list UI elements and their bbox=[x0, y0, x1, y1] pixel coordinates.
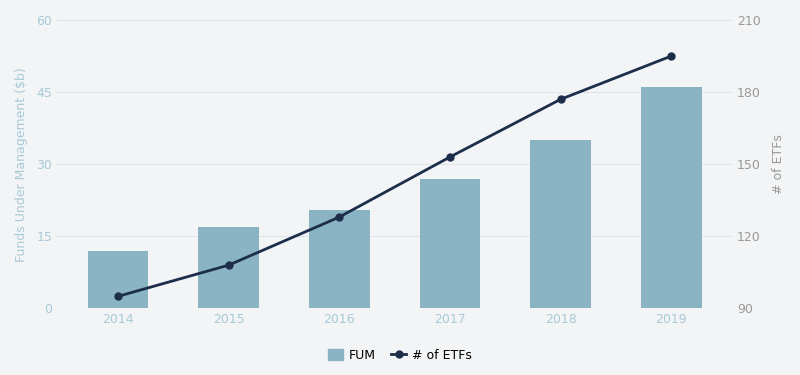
Legend: FUM, # of ETFs: FUM, # of ETFs bbox=[323, 344, 477, 367]
Y-axis label: # of ETFs: # of ETFs bbox=[772, 134, 785, 194]
Bar bbox=[309, 210, 370, 308]
Bar bbox=[419, 178, 480, 308]
Bar bbox=[87, 251, 148, 308]
Bar bbox=[641, 87, 702, 308]
Y-axis label: Funds Under Management ($b): Funds Under Management ($b) bbox=[15, 67, 28, 262]
Bar bbox=[198, 226, 259, 308]
Bar bbox=[530, 140, 591, 308]
